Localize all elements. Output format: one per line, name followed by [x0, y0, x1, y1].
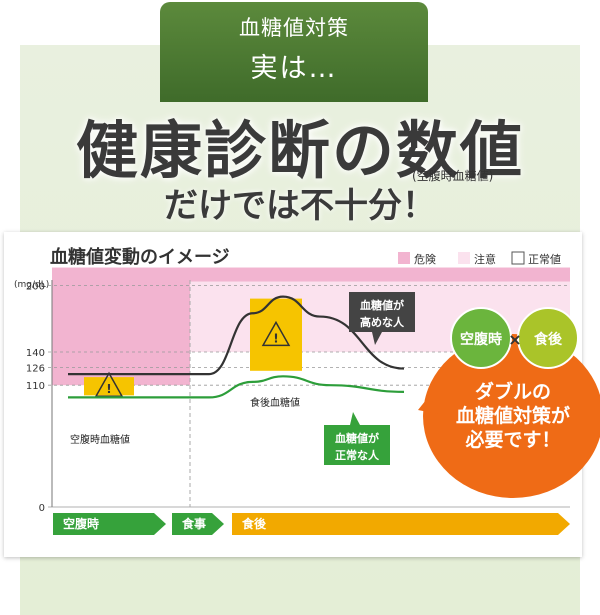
legend-label-1: 注意 — [474, 252, 496, 266]
header-line2: 実は… — [250, 53, 338, 84]
normal-callout-pointer — [350, 412, 360, 425]
legend-swatch-2 — [511, 251, 525, 265]
legend-label-0: 危険 — [414, 253, 436, 266]
danger-zone-top — [190, 267, 570, 282]
phase-arrow-fasting-label: 空腹時 — [63, 516, 99, 531]
high-callout-pointer — [372, 332, 382, 345]
advice-line-2: 必要です！ — [464, 428, 560, 451]
badge-after — [517, 307, 579, 369]
high-callout — [349, 292, 415, 332]
warning-icon — [94, 371, 124, 397]
postmeal-label: 食後血糖値 — [250, 396, 300, 409]
legend-swatch-1 — [458, 252, 470, 264]
badge-fasting-label: 空腹時 — [460, 331, 502, 348]
badge-after-label: 食後 — [534, 331, 563, 348]
headline-note: (空腹時血糖値) — [412, 169, 494, 183]
fasting-caution-box — [84, 377, 134, 396]
advice-line-1: 血糖値対策が — [456, 404, 570, 427]
advice-circle-pointer — [418, 395, 438, 414]
y-tick-label-2: 126 — [26, 363, 45, 374]
phase-arrow-postmeal — [232, 513, 570, 535]
series-line-1 — [67, 375, 405, 399]
header-line1: 血糖値対策 — [239, 16, 349, 40]
headline: 健康診断の数値 — [75, 114, 524, 187]
warning-icon — [261, 320, 291, 347]
advice-line-0: ダブルの — [475, 380, 551, 403]
header-tab: 血糖値対策 実は… — [160, 2, 428, 102]
postmeal-caution-box — [250, 298, 302, 371]
normal-callout-text-1: 正常な人 — [335, 448, 380, 462]
advice-circle — [423, 334, 600, 498]
chart-title: 血糖値変動のイメージ — [50, 246, 230, 268]
normal-callout-text-0: 血糖値が — [335, 431, 379, 445]
fasting-label: 空腹時血糖値 — [70, 433, 130, 446]
headline-sub: だけでは不十分！ — [164, 186, 436, 226]
warning-icon-mark: ! — [273, 331, 278, 345]
warning-icon-mark: ! — [106, 382, 111, 396]
legend-label-2: 正常値 — [528, 253, 561, 266]
phase-arrow-fasting — [53, 513, 166, 535]
y-tick-label-3: 140 — [26, 348, 45, 359]
series-line-0 — [68, 295, 405, 376]
normal-callout — [324, 425, 390, 465]
phase-arrow-meal — [172, 513, 224, 535]
phase-arrow-meal-label: 食事 — [181, 516, 206, 531]
y-tick-label-0: 0 — [39, 503, 45, 514]
times-symbol: × — [508, 330, 521, 349]
high-callout-text-1: 高めな人 — [360, 315, 405, 329]
axis-unit: (mg/dL) — [14, 280, 49, 290]
phase-arrow-postmeal-label: 食後 — [241, 516, 267, 531]
badge-fasting — [450, 307, 512, 369]
danger-zone-fasting — [52, 267, 190, 386]
legend-swatch-0 — [398, 252, 410, 264]
y-tick-label-1: 110 — [26, 381, 45, 392]
high-callout-text-0: 血糖値が — [360, 298, 404, 312]
y-tick-label-4: 200 — [26, 282, 45, 293]
